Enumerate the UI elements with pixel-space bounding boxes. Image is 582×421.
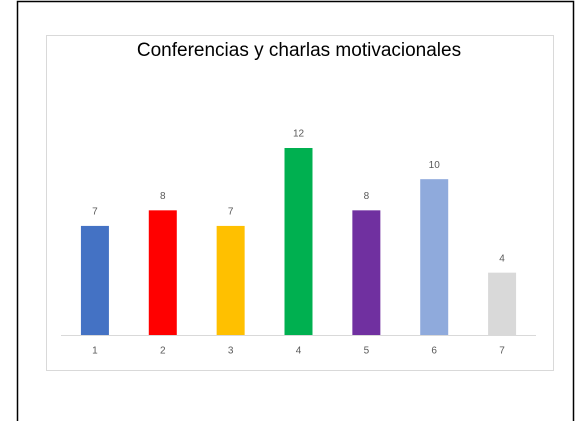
x-tick-label: 5 [364, 346, 370, 357]
bar [80, 225, 109, 335]
data-label: 10 [429, 160, 441, 171]
x-tick-label: 4 [296, 346, 302, 357]
x-tick-label: 1 [92, 346, 98, 357]
bar [352, 210, 381, 335]
x-tick-label: 7 [499, 346, 505, 357]
chart-title: Conferencias y charlas motivacionales [137, 40, 461, 61]
x-tick-label: 2 [160, 346, 166, 357]
frame [16, 0, 575, 421]
data-label: 4 [499, 253, 505, 264]
data-label: 8 [160, 191, 166, 202]
bar [420, 179, 449, 335]
data-label: 12 [293, 129, 305, 140]
bar [216, 225, 245, 335]
bar [148, 210, 177, 335]
bar [284, 148, 313, 335]
data-label: 7 [92, 207, 98, 218]
x-tick-label: 3 [228, 346, 234, 357]
bar [488, 272, 517, 335]
data-label: 8 [364, 191, 370, 202]
x-tick-label: 6 [431, 346, 437, 357]
data-label: 7 [228, 207, 234, 218]
